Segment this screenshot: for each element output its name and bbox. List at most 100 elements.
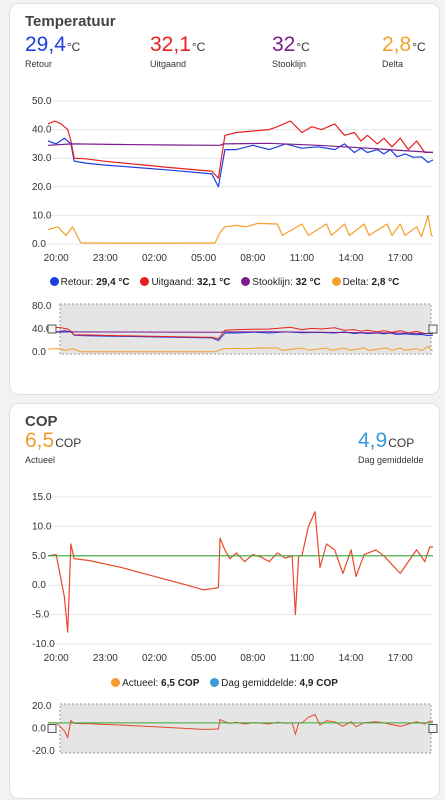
legend-item-actueel[interactable]: Actueel: 6,5 COP xyxy=(111,678,199,689)
series-line-actueel xyxy=(47,511,433,633)
x-tick-label: 17:00 xyxy=(388,253,413,264)
navigator-handle[interactable] xyxy=(47,324,57,334)
legend-value: 4,9 COP xyxy=(299,678,338,689)
legend-item-uitgaand[interactable]: Uitgaand: 32,1 °C xyxy=(140,277,231,288)
navigator-handle[interactable] xyxy=(428,724,438,733)
series-line-retour xyxy=(47,137,434,188)
navigator-series-stooklijn xyxy=(47,331,434,335)
cop-card: COP 6,5COP Actueel 4,9COP Dag gemiddelde… xyxy=(9,403,440,799)
stat-unit: °C xyxy=(412,40,426,54)
stat-label: Dag gemiddelde xyxy=(358,455,424,465)
series-line-delta xyxy=(47,214,434,244)
x-tick-label: 23:00 xyxy=(93,653,118,664)
y-tick-label: 40.0 xyxy=(32,125,52,136)
stat-unit: COP xyxy=(55,436,82,450)
y-tick-label: -10.0 xyxy=(32,639,55,650)
navigator-y-tick-label: 40.0 xyxy=(32,324,52,335)
legend-item-retour[interactable]: Retour: 29,4 °C xyxy=(49,277,130,288)
legend-item-delta[interactable]: Delta: 2,8 °C xyxy=(331,277,399,288)
navigator-x-tick-label: 20:00 xyxy=(44,363,69,364)
navigator-y-tick-label: 20.0 xyxy=(32,701,52,712)
stat-label: Stooklijn xyxy=(272,59,307,69)
series-line-uitgaand xyxy=(47,120,434,179)
stat-value: 29,4 xyxy=(25,33,66,56)
x-tick-label: 17:00 xyxy=(388,653,413,664)
x-tick-label: 14:00 xyxy=(339,653,364,664)
x-tick-label: 20:00 xyxy=(44,653,69,664)
navigator-x-tick-label: 02:00 xyxy=(142,363,167,364)
x-tick-label: 08:00 xyxy=(240,253,265,264)
navigator-y-tick-label: 0.0 xyxy=(32,347,46,358)
stat-value: 32,1 xyxy=(150,33,191,56)
temperature-card: Temperatuur 29,4°C Retour 32,1°C Uitgaan… xyxy=(9,3,440,395)
navigator-x-tick-label: 11:00 xyxy=(290,363,315,364)
stat-unit: °C xyxy=(191,40,206,54)
x-tick-label: 05:00 xyxy=(191,253,216,264)
stat-value: 4,9 xyxy=(358,429,388,452)
legend-name: Delta xyxy=(342,277,366,288)
legend-dot xyxy=(241,277,251,286)
navigator-series-delta xyxy=(47,345,434,353)
y-tick-label: 0.0 xyxy=(32,580,46,591)
cop-legend: Actueel: 6,5 COP Dag gemiddelde: 4,9 COP xyxy=(10,678,439,689)
y-tick-label: -5.0 xyxy=(32,610,50,621)
navigator-y-tick-label: 0.0 xyxy=(32,724,46,735)
stat-unit: COP xyxy=(388,436,415,450)
y-tick-label: 0.0 xyxy=(32,239,46,250)
x-tick-label: 05:00 xyxy=(191,653,216,664)
legend-dot xyxy=(210,678,220,687)
stat-uitgaand[interactable]: 32,1°C Uitgaand xyxy=(150,33,206,70)
x-tick-label: 11:00 xyxy=(290,253,315,264)
navigator-x-tick-label: 08:00 xyxy=(240,363,265,364)
series-line-stooklijn xyxy=(47,142,434,154)
y-tick-label: 20.0 xyxy=(32,182,52,193)
y-tick-label: 50.0 xyxy=(32,96,52,107)
legend-dot xyxy=(111,678,121,687)
navigator-x-tick-label: 17:00 xyxy=(388,363,413,364)
x-tick-label: 02:00 xyxy=(142,653,167,664)
x-tick-label: 14:00 xyxy=(339,253,364,264)
x-tick-label: 20:00 xyxy=(44,253,69,264)
legend-value: 32 °C xyxy=(295,277,321,288)
stat-actueel[interactable]: 6,5COP Actueel xyxy=(25,429,82,466)
stat-delta[interactable]: 2,8°C Delta xyxy=(382,34,426,70)
navigator-x-tick-label: 23:00 xyxy=(93,363,118,364)
stat-unit: °C xyxy=(66,40,81,54)
cop-chart[interactable]: 15.0 10.0 5.0 0.0 -5.0 -10.0 20:00 23:00 02:00 05… xyxy=(10,487,439,762)
x-tick-label: 02:00 xyxy=(142,253,167,264)
stat-value: 32 xyxy=(272,33,296,56)
temperature-chart[interactable]: 50.0 40.0 30.0 20.0 10.0 0.0 20:00 23:00 02:00 05… xyxy=(10,89,439,364)
temperature-legend: Retour: 29,4 °C Uitgaand: 32,1 °C Stookl… xyxy=(10,277,439,288)
legend-item-stooklijn[interactable]: Stooklijn: 32 °C xyxy=(241,277,321,288)
legend-dot xyxy=(140,277,150,286)
navigator-range xyxy=(59,703,432,754)
card-title: COP xyxy=(25,413,58,430)
navigator-handle[interactable] xyxy=(47,724,57,733)
stat-retour[interactable]: 29,4°C Retour xyxy=(25,33,81,70)
y-tick-label: 5.0 xyxy=(32,551,46,562)
x-tick-label: 23:00 xyxy=(93,253,118,264)
legend-name: Retour xyxy=(60,277,91,288)
legend-value: 32,1 °C xyxy=(197,277,231,288)
y-tick-label: 10.0 xyxy=(32,210,52,221)
legend-item-dag-gemiddelde[interactable]: Dag gemiddelde: 4,9 COP xyxy=(210,678,338,689)
navigator-x-tick-label: 14:00 xyxy=(339,363,364,364)
stat-dag-gemiddelde[interactable]: 4,9COP Dag gemiddelde xyxy=(358,429,424,466)
legend-value: 29,4 °C xyxy=(96,277,130,288)
stat-label: Delta xyxy=(382,59,404,69)
stat-label: Uitgaand xyxy=(150,59,187,69)
stat-value: 6,5 xyxy=(25,429,55,452)
y-tick-label: 15.0 xyxy=(32,492,52,503)
card-title: Temperatuur xyxy=(25,13,116,30)
x-tick-label: 08:00 xyxy=(240,653,265,664)
stat-unit: °C xyxy=(296,40,310,54)
navigator-series-uitgaand xyxy=(47,326,434,340)
stat-stooklijn[interactable]: 32°C Stooklijn xyxy=(272,33,310,70)
navigator-x-tick-label: 05:00 xyxy=(191,363,216,364)
navigator-handle[interactable] xyxy=(428,324,438,334)
y-tick-label: 10.0 xyxy=(32,521,52,532)
navigator-y-tick-label: -20.0 xyxy=(32,746,55,757)
legend-value: 6,5 COP xyxy=(161,678,200,689)
y-tick-label: 30.0 xyxy=(32,153,52,164)
legend-name: Uitgaand xyxy=(151,277,192,288)
